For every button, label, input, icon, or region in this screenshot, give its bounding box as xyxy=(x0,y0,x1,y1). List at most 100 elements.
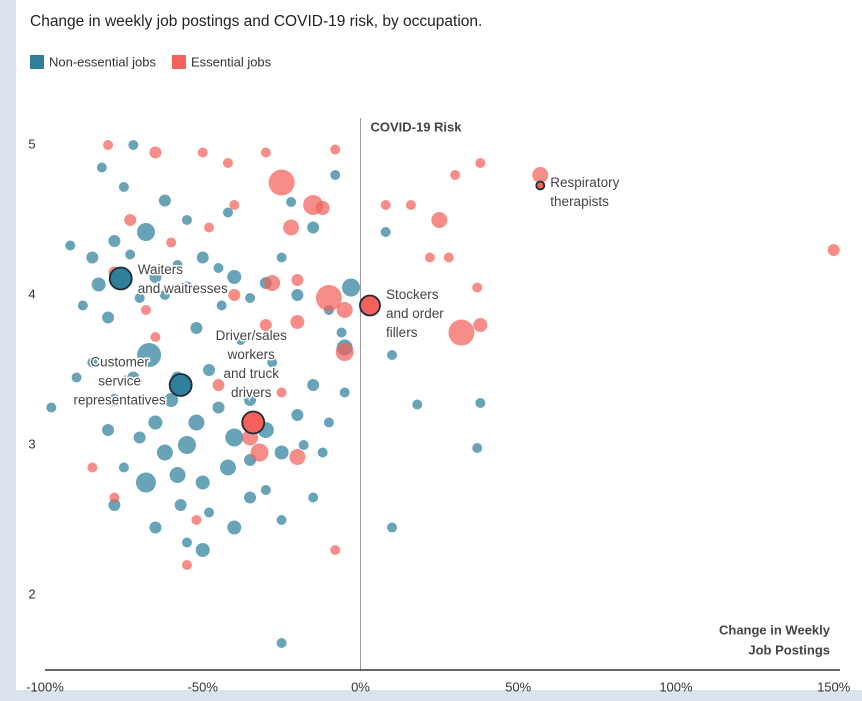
point xyxy=(158,194,171,207)
point xyxy=(177,436,196,454)
point xyxy=(127,371,140,384)
point xyxy=(291,289,304,301)
point xyxy=(228,289,241,301)
point xyxy=(380,200,391,210)
x-tick-label: 50% xyxy=(505,679,531,694)
chart-title: Change in weekly job postings and COVID-… xyxy=(30,13,482,30)
point xyxy=(335,343,354,361)
point xyxy=(65,240,76,251)
point xyxy=(134,293,145,303)
point xyxy=(308,492,319,503)
point xyxy=(315,201,330,215)
point xyxy=(443,252,454,263)
point xyxy=(108,235,121,247)
point xyxy=(118,462,129,473)
legend-swatch xyxy=(171,55,186,69)
x-tick-label: -100% xyxy=(26,679,64,694)
highlighted-point xyxy=(535,180,546,191)
y-tick-label: 5 xyxy=(28,136,35,151)
point xyxy=(387,350,398,360)
point xyxy=(172,260,183,270)
point xyxy=(286,197,297,207)
point xyxy=(307,379,320,391)
point xyxy=(96,162,107,173)
highlighted-point xyxy=(359,294,381,317)
point xyxy=(181,537,192,548)
point xyxy=(291,274,304,286)
point xyxy=(125,249,136,260)
point xyxy=(450,170,461,180)
point xyxy=(71,372,82,383)
point xyxy=(291,409,304,421)
point xyxy=(472,282,483,293)
annotation: therapists xyxy=(550,194,609,209)
point xyxy=(473,318,488,332)
point xyxy=(204,222,215,233)
point xyxy=(150,332,161,342)
legend-label: Non-essential jobs xyxy=(49,54,156,69)
point xyxy=(259,319,272,331)
point xyxy=(108,394,121,406)
annotation: representatives xyxy=(73,393,166,408)
point xyxy=(336,327,347,338)
annotation: Customer xyxy=(90,355,149,370)
point xyxy=(159,290,170,300)
x-axis-label: Job Postings xyxy=(748,642,830,657)
point xyxy=(315,285,342,311)
point xyxy=(77,300,88,311)
annotation: drivers xyxy=(231,385,272,400)
point xyxy=(289,449,306,465)
y-axis-label: COVID-19 Risk xyxy=(370,119,462,134)
annotation: Waiters xyxy=(138,262,184,277)
point xyxy=(148,415,163,430)
highlighted-point xyxy=(108,266,133,291)
point xyxy=(216,300,227,311)
point xyxy=(475,158,486,168)
point xyxy=(342,278,361,297)
point xyxy=(181,215,192,225)
x-axis-label: Change in Weekly xyxy=(719,622,831,637)
point xyxy=(475,398,486,408)
point xyxy=(188,414,205,431)
point xyxy=(195,543,210,557)
point xyxy=(213,263,224,273)
point xyxy=(181,560,192,570)
point xyxy=(195,475,210,490)
point xyxy=(532,167,549,183)
point xyxy=(225,428,244,447)
point xyxy=(140,305,151,315)
point xyxy=(203,364,216,376)
point xyxy=(227,270,242,284)
point xyxy=(166,237,177,248)
point xyxy=(274,445,289,460)
point xyxy=(109,492,120,503)
panel xyxy=(16,0,862,690)
point xyxy=(276,252,287,263)
point xyxy=(86,251,99,264)
point xyxy=(250,443,269,462)
point xyxy=(87,462,98,473)
annotation: workers xyxy=(227,347,276,362)
point xyxy=(827,244,840,256)
point xyxy=(180,281,193,294)
point xyxy=(190,322,203,334)
point xyxy=(336,302,353,318)
point xyxy=(149,271,162,283)
x-tick-label: -50% xyxy=(188,679,219,694)
point xyxy=(174,499,187,511)
point xyxy=(339,387,350,398)
point xyxy=(317,447,328,458)
point xyxy=(212,401,225,414)
point xyxy=(219,459,236,476)
point xyxy=(222,158,233,168)
point xyxy=(102,424,115,436)
point xyxy=(264,275,281,291)
point xyxy=(260,147,271,158)
y-tick-label: 4 xyxy=(28,286,35,301)
point xyxy=(164,393,179,407)
point xyxy=(245,293,256,303)
annotation: Driver/sales xyxy=(216,328,288,343)
point xyxy=(124,214,137,226)
y-tick-label: 3 xyxy=(28,436,35,451)
